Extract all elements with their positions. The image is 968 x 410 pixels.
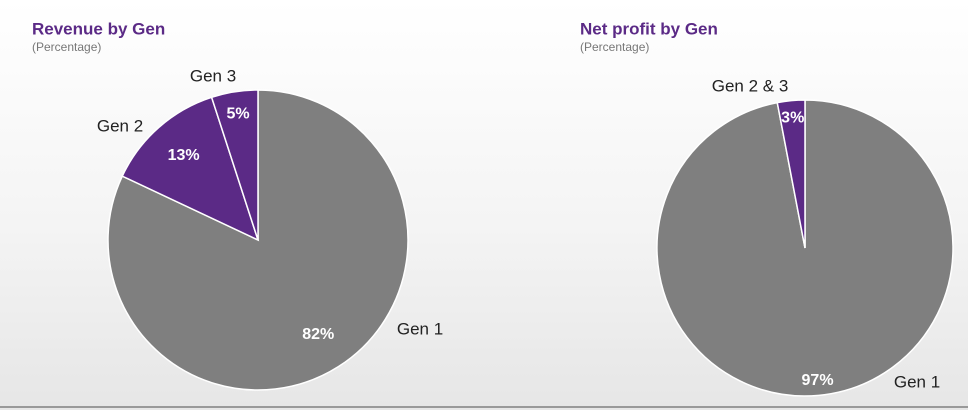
value-label: 3%: [781, 110, 804, 127]
value-label: 97%: [802, 372, 834, 389]
category-label: Gen 2 & 3: [712, 76, 789, 95]
chart-title: Revenue by Gen: [32, 19, 165, 38]
category-label: Gen 3: [190, 66, 236, 85]
category-label: Gen 2: [97, 116, 143, 135]
pie-slice: [121, 96, 260, 242]
value-label: 82%: [302, 326, 334, 343]
category-label: Gen 1: [397, 319, 443, 338]
value-label: 5%: [226, 105, 249, 122]
pie-slice: [776, 99, 806, 249]
pie-slice: [210, 89, 259, 241]
value-label: 13%: [168, 147, 200, 164]
chart-subtitle: (Percentage): [32, 40, 101, 54]
category-label: Gen 1: [894, 372, 940, 391]
chart-title: Net profit by Gen: [580, 19, 718, 38]
chart-subtitle: (Percentage): [580, 40, 649, 54]
